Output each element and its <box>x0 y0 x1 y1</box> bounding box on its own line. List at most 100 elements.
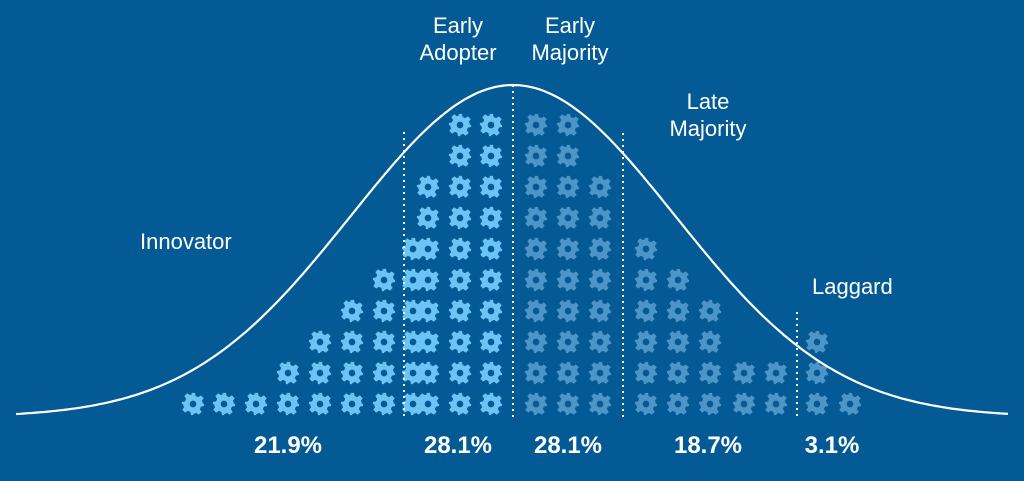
gear-icon <box>448 392 472 416</box>
gear-icon <box>372 392 396 416</box>
gear-icon <box>372 268 396 292</box>
gear-icon <box>666 330 690 354</box>
gear-icon <box>479 392 503 416</box>
segment-label-laggard: Laggard <box>812 274 893 299</box>
gear-icon <box>416 206 440 230</box>
gear-icon <box>634 330 658 354</box>
gear-icon <box>372 299 396 323</box>
gear-icon <box>556 175 580 199</box>
gear-icon <box>524 330 548 354</box>
gear-icon <box>556 206 580 230</box>
segment-label-innovator: Innovator <box>140 229 232 254</box>
gear-icon <box>479 330 503 354</box>
gear-icon <box>448 113 472 137</box>
gear-icon <box>416 299 440 323</box>
gear-icon <box>666 299 690 323</box>
gear-grid <box>181 113 862 416</box>
segment-label-early-majority: Early Majority <box>531 13 609 65</box>
percent-laggard: 3.1% <box>804 432 860 459</box>
gear-icon <box>556 237 580 261</box>
segment-label-early-adopter: Early Adopter <box>419 13 497 65</box>
gear-icon <box>308 330 332 354</box>
gear-icon <box>479 206 503 230</box>
gear-icon <box>448 299 472 323</box>
gear-icon <box>556 268 580 292</box>
gear-icon <box>372 330 396 354</box>
percent-late-majority: 18.7% <box>673 432 743 459</box>
gear-icon <box>634 361 658 385</box>
gear-icon <box>276 392 300 416</box>
gear-icon <box>340 392 364 416</box>
gear-icon <box>588 268 612 292</box>
gear-icon <box>479 361 503 385</box>
gear-icon <box>838 392 862 416</box>
gear-icon <box>556 144 580 168</box>
gear-icon <box>448 237 472 261</box>
gear-icon <box>524 392 548 416</box>
gear-icon <box>448 175 472 199</box>
gear-icon <box>479 299 503 323</box>
gear-icon <box>416 392 440 416</box>
gear-icon <box>556 392 580 416</box>
gear-icon <box>340 361 364 385</box>
gear-icon <box>448 206 472 230</box>
gear-icon <box>448 268 472 292</box>
gear-icon <box>416 330 440 354</box>
gear-icon <box>634 392 658 416</box>
gear-icon <box>588 299 612 323</box>
gear-icon <box>416 237 440 261</box>
percent-innovator: 21.9% <box>253 432 323 459</box>
gear-icon <box>666 268 690 292</box>
gear-icon <box>666 361 690 385</box>
segment-dividers <box>403 85 798 418</box>
gear-icon <box>524 361 548 385</box>
gear-icon <box>524 299 548 323</box>
gear-icon <box>588 237 612 261</box>
gear-icon <box>764 361 788 385</box>
gear-icon <box>479 144 503 168</box>
bell-curve <box>15 83 1009 416</box>
gear-icon <box>448 330 472 354</box>
gear-icon <box>416 268 440 292</box>
gear-icon <box>524 237 548 261</box>
segment-label-late-majority: Late Majority <box>669 89 747 141</box>
gear-icon <box>634 299 658 323</box>
percent-early-adopter: 28.1% <box>423 432 493 459</box>
gear-icon <box>372 361 396 385</box>
gear-icon <box>556 113 580 137</box>
gear-icon <box>732 361 756 385</box>
gear-icon <box>588 175 612 199</box>
gear-icon <box>634 268 658 292</box>
gear-icon <box>448 144 472 168</box>
gear-icon <box>448 361 472 385</box>
gear-icon <box>340 330 364 354</box>
gear-icon <box>479 237 503 261</box>
gear-icon <box>556 299 580 323</box>
gear-icon <box>212 392 236 416</box>
gear-icon <box>276 361 300 385</box>
gear-icon <box>524 175 548 199</box>
gear-icon <box>244 392 268 416</box>
gear-icon <box>805 392 829 416</box>
gear-icon <box>416 175 440 199</box>
gear-icon <box>588 392 612 416</box>
gear-icon <box>524 144 548 168</box>
gear-icon <box>666 392 690 416</box>
gear-icon <box>732 392 756 416</box>
gear-icon <box>479 113 503 137</box>
gear-icon <box>524 206 548 230</box>
gear-icon <box>556 330 580 354</box>
gear-icon <box>634 237 658 261</box>
gear-icon <box>479 268 503 292</box>
percent-early-majority: 28.1% <box>533 432 603 459</box>
gear-icon <box>698 361 722 385</box>
gear-icon <box>588 361 612 385</box>
gear-icon <box>588 330 612 354</box>
gear-icon <box>308 361 332 385</box>
gear-icon <box>698 330 722 354</box>
gear-icon <box>805 330 829 354</box>
gear-icon <box>524 268 548 292</box>
gear-icon <box>479 175 503 199</box>
gear-icon <box>308 392 332 416</box>
gear-icon <box>698 392 722 416</box>
